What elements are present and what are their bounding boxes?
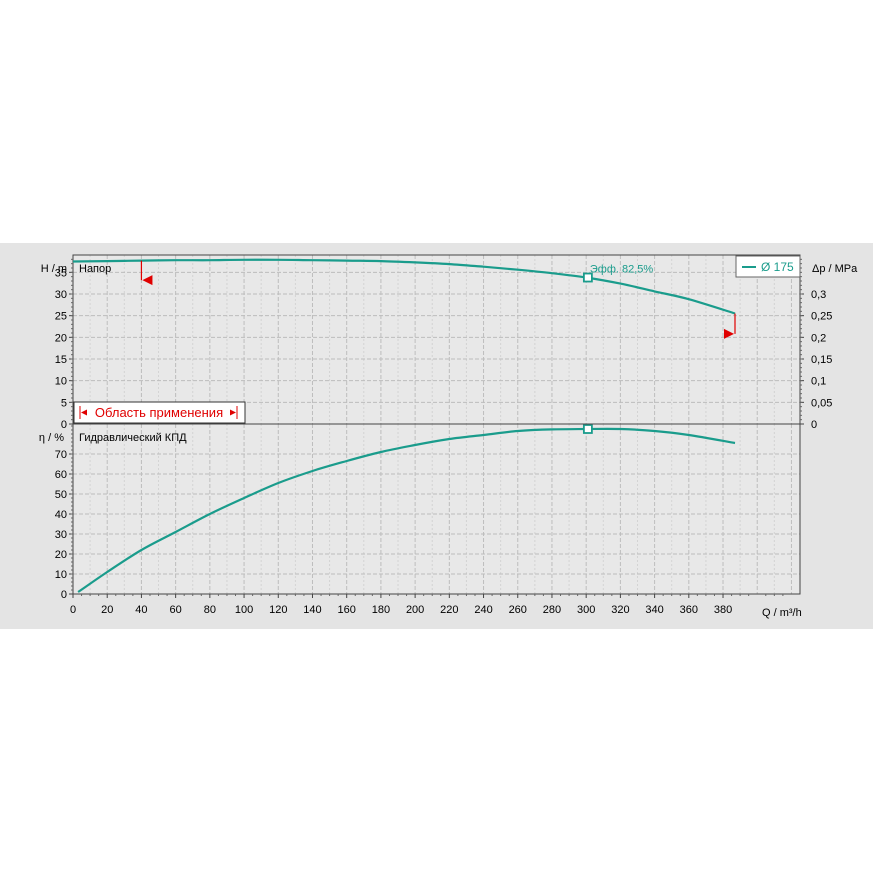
- y-tick-label: 15: [55, 354, 67, 366]
- efficiency-plot-area: [73, 424, 800, 594]
- y-tick-label: 70: [55, 449, 67, 461]
- y-tick-label: 0: [61, 589, 67, 601]
- head-grid: [72, 254, 801, 425]
- y2-tick-label: 0,25: [811, 311, 832, 323]
- efficiency-curve: [77, 424, 736, 593]
- x-tick-label: 380: [714, 604, 732, 616]
- y-tick-label: 5: [61, 397, 67, 409]
- y-tick-label: 10: [55, 569, 67, 581]
- y-tick-label: 0: [61, 419, 67, 431]
- efficiency-series-line: [77, 427, 736, 593]
- x-tick-label: 160: [338, 604, 356, 616]
- y-tick-label: 60: [55, 469, 67, 481]
- y2-tick-label: 0,1: [811, 376, 826, 388]
- y2-tick-label: 0: [811, 419, 817, 431]
- efficiency-operating-point-marker: [582, 424, 593, 434]
- range-label-text: Область применения: [95, 405, 223, 420]
- y-tick-label: 10: [55, 376, 67, 388]
- y2-tick-label: 0,15: [811, 354, 832, 366]
- head-ticks: 0 5 10 15 20 25 30 35 0 0,05 0,1 0,15 0,2 0,25 0,3: [55, 258, 832, 431]
- y-tick-label: 40: [55, 509, 67, 521]
- y-tick-label: 20: [55, 549, 67, 561]
- head-panel-title: Напор: [79, 263, 111, 275]
- range-label-left-arrow: [81, 409, 87, 416]
- head-series-line: [72, 258, 736, 315]
- legend-label: Ø 175: [761, 260, 794, 274]
- y-tick-label: 30: [55, 529, 67, 541]
- efficiency-ticks: 0 10 20 30 40 50 60 70 0 20 40 60 80 100 120 140 160 180 2…: [55, 425, 784, 616]
- x-tick-label: 40: [135, 604, 147, 616]
- y-tick-label: 20: [55, 332, 67, 344]
- head-y-axis-label: H / m: [41, 263, 67, 275]
- y2-tick-label: 0,2: [811, 332, 826, 344]
- efficiency-panel: 0 10 20 30 40 50 60 70 0 20 40 60 80 100 120 140 160 180 2…: [39, 423, 802, 619]
- operating-point-label: Эфф. 82,5%: [590, 264, 654, 276]
- x-tick-label: 220: [440, 604, 458, 616]
- range-right-marker: [723, 328, 734, 339]
- legend-box: [735, 255, 801, 278]
- x-tick-label: 60: [170, 604, 182, 616]
- operating-point-marker: [582, 272, 593, 283]
- x-tick-label: 140: [303, 604, 321, 616]
- range-left-marker: [142, 275, 153, 286]
- x-tick-label: 280: [543, 604, 561, 616]
- range-label-box: [73, 401, 246, 424]
- head-panel: 0 5 10 15 20 25 30 35 0 0,05 0,1 0,15 0,2 0,25 0,3 Эфф…: [41, 254, 858, 431]
- application-range: Область применения: [73, 260, 736, 424]
- x-tick-label: 340: [645, 604, 663, 616]
- x-tick-label: 120: [269, 604, 287, 616]
- y-tick-label: 25: [55, 311, 67, 323]
- x-tick-label: 300: [577, 604, 595, 616]
- y-tick-label: 30: [55, 289, 67, 301]
- y-tick-label: 50: [55, 489, 67, 501]
- x-tick-label: 240: [474, 604, 492, 616]
- x-tick-label: 200: [406, 604, 424, 616]
- x-tick-label: 80: [204, 604, 216, 616]
- efficiency-grid: [72, 423, 801, 595]
- x-tick-label: 360: [680, 604, 698, 616]
- efficiency-panel-title: Гидравлический КПД: [79, 432, 187, 444]
- head-curve: Эфф. 82,5%: [72, 258, 736, 315]
- x-tick-label: 0: [70, 604, 76, 616]
- y2-tick-label: 0,3: [811, 289, 826, 301]
- x-tick-label: 100: [235, 604, 253, 616]
- x-tick-label: 180: [372, 604, 390, 616]
- y2-tick-label: 0,05: [811, 397, 832, 409]
- x-axis-label: Q / m³/h: [762, 607, 802, 619]
- y-tick-label: 35: [55, 267, 67, 279]
- range-label-right-arrow: [230, 409, 236, 416]
- x-tick-label: 320: [611, 604, 629, 616]
- x-tick-label: 20: [101, 604, 113, 616]
- efficiency-y-axis-label: η / %: [39, 432, 64, 444]
- legend: Ø 175: [735, 255, 801, 278]
- pressure-y-axis-label: Δp / MPa: [812, 263, 858, 275]
- head-plot-area: [73, 255, 800, 424]
- x-tick-label: 260: [509, 604, 527, 616]
